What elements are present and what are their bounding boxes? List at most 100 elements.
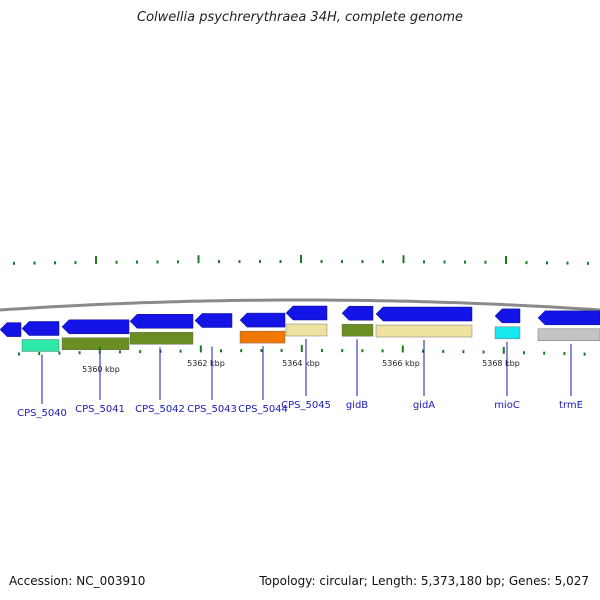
ruler-tick [442,349,445,353]
accession-label: Accession: NC_003910 [9,574,146,588]
gc-tick [341,260,343,264]
gene-arrow [341,305,374,321]
gc-tick [587,261,589,265]
kbp-label: 5366 kbp [382,359,420,368]
kbp-label: 5360 kbp [82,365,120,374]
gc-tick [443,260,446,264]
gene-arrow [537,310,600,326]
gene-label: CPS_5042 [135,404,185,415]
gc-tick [546,261,548,265]
gene-arrow [21,321,60,336]
ruler-tick [341,349,344,353]
gc-tick [423,260,425,264]
gc-tick [300,255,302,263]
ruler-tick [502,346,505,354]
cog-block [341,324,374,337]
gc-tick [136,260,138,264]
gc-skew-ticks [13,255,589,265]
gene-arrow [285,305,328,321]
gc-tick [566,261,569,265]
gc-tick [218,260,220,264]
gc-tick [95,255,97,264]
gc-tick [33,261,36,265]
ruler-tick [361,349,364,353]
gene-arrow [61,319,130,335]
gene-arrow [239,312,286,328]
gc-tick [320,260,323,264]
ruler-tick [179,349,182,353]
ruler-tick [300,345,303,353]
ruler-tick [422,349,424,353]
gene-label: gidA [413,400,435,411]
gene-label: gidB [346,400,368,411]
gc-tick [156,260,159,264]
genome-summary: Topology: circular; Length: 5,373,180 bp… [259,574,589,588]
gc-tick [279,260,282,264]
genome-backbone [0,298,600,312]
backbone-line [0,298,600,312]
gc-tick [525,261,528,265]
gc-tick [259,260,261,264]
ruler-tick [220,349,222,353]
ruler-tick [78,351,81,355]
gc-tick [54,261,56,265]
ruler-tick [381,349,384,353]
gene-arrow [375,306,473,322]
gene-label: CPS_5045 [281,400,331,411]
gene-label: CPS_5043 [187,404,237,415]
gene-arrow [0,322,22,337]
gene-label: mioC [494,400,520,411]
ruler-tick [18,352,20,356]
kbp-ruler: 5360 kbp 5362 kbp 5364 kbp 5366 kbp 5368 kbp [18,345,586,374]
ruler-tick [462,350,465,354]
map-title: Colwellia psychrerythraea 34H, complete … [137,10,463,25]
ruler-tick [482,350,485,354]
cog-block [494,326,521,340]
gc-tick [177,260,179,264]
ruler-tick [280,349,283,353]
gc-tick [238,260,241,264]
ruler-tick [563,352,566,356]
cog-block [537,328,600,342]
ruler-tick [543,351,546,355]
cog-block [21,339,60,352]
cog-block [239,330,286,344]
gc-tick [361,260,364,264]
gc-tick [402,255,405,264]
ruler-tick [321,349,323,353]
gc-tick [382,260,384,264]
gc-tick [13,261,15,265]
ruler-tick [98,346,101,354]
gc-tick [197,255,200,264]
ruler-tick [38,352,41,356]
cog-track [21,323,600,352]
ruler-tick [199,345,202,353]
kbp-label: 5362 kbp [187,359,225,368]
ruler-tick [260,349,263,353]
gene-arrow [494,308,521,324]
gc-tick [115,260,118,264]
gene-label: CPS_5044 [238,404,288,415]
ruler-tick [401,345,404,353]
cog-block [129,332,194,345]
gene-arrow [129,314,194,329]
ruler-tick [523,351,525,355]
ruler-tick [139,350,142,354]
gc-tick [484,260,487,264]
gene-label: CPS_5040 [17,408,67,419]
gc-tick [505,255,507,264]
cog-block [285,323,328,337]
kbp-label: 5368 kbp [482,359,520,368]
kbp-label: 5364 kbp [282,359,320,368]
cog-block [375,324,473,338]
gene-label: CPS_5041 [75,404,125,415]
gene-label: trmE [559,400,583,411]
gene-arrow [194,313,233,328]
gc-tick [464,260,466,264]
ruler-tick [240,349,243,353]
ruler-tick [119,350,121,354]
ruler-tick [58,351,61,355]
gc-tick [74,261,77,265]
ruler-tick [583,352,586,356]
